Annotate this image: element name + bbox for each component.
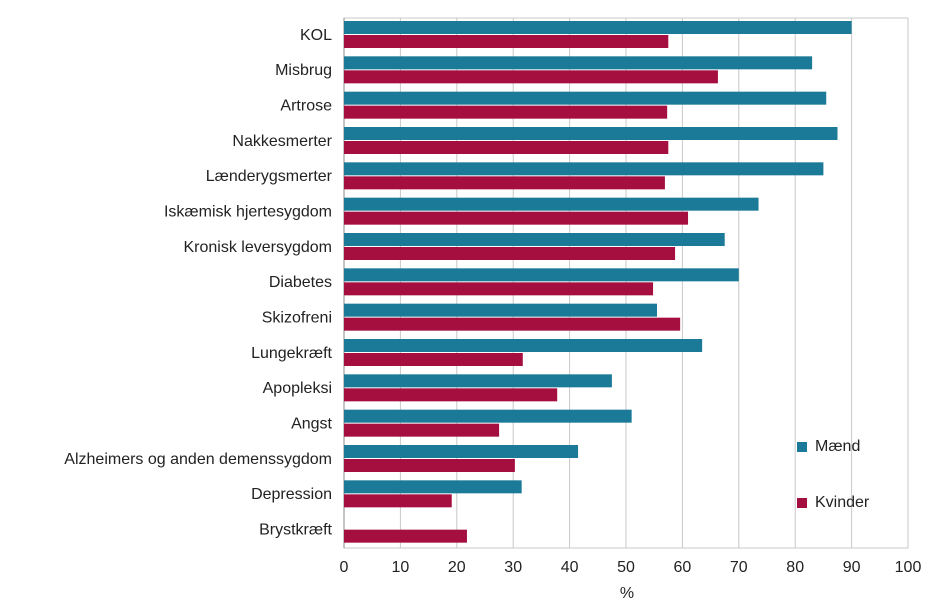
bar xyxy=(344,141,669,154)
bar xyxy=(344,303,658,317)
x-tick-label: 50 xyxy=(617,559,635,576)
bar xyxy=(344,268,739,282)
y-tick-label: Skizofreni xyxy=(262,310,332,327)
bar xyxy=(344,374,612,388)
x-tick-label: 70 xyxy=(730,559,748,576)
legend-swatch xyxy=(797,498,807,508)
x-tick-label: 60 xyxy=(674,559,692,576)
bar xyxy=(344,56,813,70)
x-tick-label: 20 xyxy=(448,559,466,576)
bar xyxy=(344,480,522,494)
bar xyxy=(344,105,668,119)
bar xyxy=(344,282,654,296)
bar xyxy=(344,388,558,402)
y-tick-label: Iskæmisk hjertesygdom xyxy=(164,204,332,221)
x-tick-label: 30 xyxy=(504,559,522,576)
legend-label: Kvinder xyxy=(815,494,870,511)
bar xyxy=(344,21,852,34)
y-tick-label: Depression xyxy=(251,486,332,503)
bar xyxy=(344,423,500,437)
bar xyxy=(344,35,669,48)
bar xyxy=(344,353,523,366)
y-tick-label: Brystkræft xyxy=(259,522,332,539)
bar xyxy=(344,494,452,508)
bar xyxy=(344,127,838,140)
x-tick-label: 100 xyxy=(895,559,922,576)
x-axis-label: % xyxy=(620,585,634,602)
y-tick-label: Kronisk leversygdom xyxy=(184,239,333,256)
bar xyxy=(344,70,718,84)
legend-swatch xyxy=(797,442,807,452)
x-tick-label: 80 xyxy=(786,559,804,576)
y-tick-label: Diabetes xyxy=(269,274,332,291)
bar xyxy=(344,91,827,105)
x-tick-label: 90 xyxy=(843,559,861,576)
bar xyxy=(344,445,579,458)
bar xyxy=(344,197,759,211)
y-tick-label: Misbrug xyxy=(275,62,332,79)
bar xyxy=(344,529,467,543)
bar xyxy=(344,339,703,352)
x-tick-label: 40 xyxy=(561,559,579,576)
bar xyxy=(344,211,689,225)
y-tick-label: Nakkesmerter xyxy=(232,133,332,150)
x-tick-label: 10 xyxy=(392,559,410,576)
y-tick-label: KOL xyxy=(300,27,332,44)
bar xyxy=(344,247,676,260)
bar xyxy=(344,176,665,190)
y-tick-label: Lænderygsmerter xyxy=(206,168,333,185)
bar xyxy=(344,317,681,331)
bar xyxy=(344,409,632,423)
bar xyxy=(344,162,824,176)
y-tick-label: Lungekræft xyxy=(251,345,332,362)
y-tick-label: Apopleksi xyxy=(263,380,332,397)
x-tick-label: 0 xyxy=(340,559,349,576)
y-tick-label: Angst xyxy=(291,416,332,433)
y-tick-label: Artrose xyxy=(280,98,332,115)
bar xyxy=(344,459,515,472)
bar xyxy=(344,233,725,246)
legend-label: Mænd xyxy=(815,438,860,455)
y-tick-label: Alzheimers og anden demenssygdom xyxy=(64,451,332,468)
